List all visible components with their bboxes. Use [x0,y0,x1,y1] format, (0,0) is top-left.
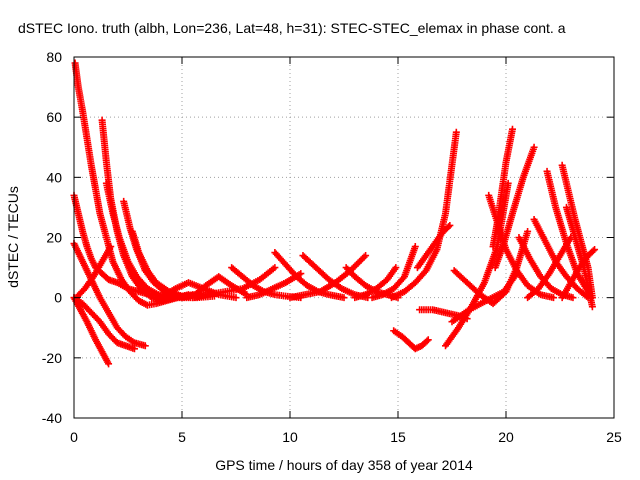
data-point [105,360,113,368]
series-22 [368,243,419,302]
series-33 [515,234,577,302]
y-tick-label: 80 [46,49,62,65]
data-point [550,294,558,302]
chart-markers [70,59,599,368]
series-3 [70,240,149,350]
data-point [589,247,597,255]
series-37 [558,161,596,302]
data-point [271,264,279,272]
y-tick-label: -20 [42,350,62,366]
data-point [569,294,577,302]
x-tick-label: 10 [282,429,298,445]
x-tick-label: 0 [70,429,78,445]
y-axis-ticks: -40 -20 0 20 40 60 80 [42,49,614,426]
series-31 [491,143,538,272]
data-point [452,128,460,136]
data-point [423,337,431,345]
series-4 [70,294,138,353]
series-35 [530,215,592,302]
x-tick-label: 5 [178,429,186,445]
y-tick-label: 20 [46,230,62,246]
data-point [340,294,348,302]
series-21 [351,264,400,302]
series-16 [243,270,305,302]
series-17 [271,249,348,302]
x-axis-ticks: 0 5 10 15 20 25 [70,57,622,445]
series-18 [286,252,370,302]
series-25 [413,221,454,272]
series-32 [489,125,516,251]
series-6 [72,243,115,302]
x-axis-label: GPS time / hours of day 358 of year 2014 [215,457,473,473]
data-point [232,294,240,302]
series-23 [388,128,460,302]
x-tick-label: 20 [498,429,514,445]
data-point [424,336,432,344]
data-point [130,345,138,353]
y-axis-label: dSTEC / TECUs [5,186,21,288]
x-tick-label: 15 [390,429,406,445]
data-point [360,253,368,261]
data-point [392,264,400,272]
data-point [591,246,599,254]
data-point [588,303,596,311]
data-point [362,252,370,260]
data-point [524,227,532,235]
y-tick-label: 40 [46,169,62,185]
x-tick-label: 25 [606,429,622,445]
series-24 [390,327,432,353]
y-tick-label: -40 [42,410,62,426]
data-point [107,243,115,251]
y-tick-label: 60 [46,109,62,125]
data-point [411,243,419,251]
data-point [445,223,453,231]
data-point [141,342,149,350]
chart-title: dSTEC Iono. truth (albh, Lon=236, Lat=48… [18,20,566,36]
series-39 [558,246,599,302]
data-point [489,243,497,251]
data-point [399,274,407,282]
data-point [446,221,454,229]
data-point [530,143,538,151]
y-tick-label: 0 [54,290,62,306]
series-15 [228,264,305,302]
data-point [297,270,305,278]
